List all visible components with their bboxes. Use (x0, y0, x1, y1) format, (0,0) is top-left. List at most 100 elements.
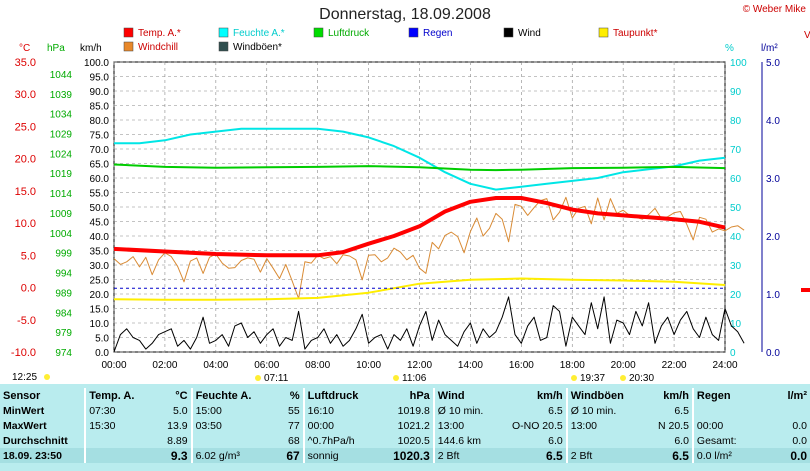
legend-swatch (123, 41, 134, 52)
wind-tick-label: 35.0 (90, 247, 110, 258)
stats-cell: Windböen (565, 388, 639, 403)
stats-cell: 6.0 (548, 434, 563, 447)
x-tick-label: 18:00 (560, 360, 585, 371)
stats-cell: 6.5 (507, 448, 567, 463)
x-tick-label: 22:00 (662, 360, 687, 371)
humidity-axis-unit: % (725, 43, 734, 54)
series-wind (113, 296, 745, 353)
legend-swatch (598, 27, 609, 38)
wind-tick-label: 50.0 (90, 203, 110, 214)
stats-cell: Feuchte A. (190, 388, 260, 403)
sun-time-label: 20:30 (629, 373, 654, 384)
pressure-tick-label: 1039 (50, 90, 73, 101)
series-luftdruck (113, 163, 726, 172)
stats-cell: 13.9 (167, 419, 188, 432)
legend-label: Windchill (138, 42, 178, 53)
rain-tick-label: 1.0 (766, 290, 780, 301)
sun-icon (620, 375, 626, 381)
temp-axis-unit: °C (19, 43, 30, 54)
legend-swatch (218, 27, 229, 38)
stats-cell: 1021.2 (397, 419, 430, 432)
stats-cell: 6.5 (638, 448, 693, 463)
stats-cell: l/m² (787, 389, 807, 402)
temp-tick-label: 0.0 (21, 283, 36, 295)
wind-tick-label: 60.0 (90, 174, 110, 185)
humidity-tick-label: 30 (730, 261, 742, 272)
humidity-tick-label: 90 (730, 87, 742, 98)
stats-cell: 15:00 (190, 403, 260, 418)
wind-tick-label: 40.0 (90, 232, 110, 243)
stats-cell: Gesamt: (691, 433, 767, 448)
x-tick-label: 24:00 (712, 360, 737, 371)
temp-tick-label: 30.0 (15, 89, 36, 101)
wind-tick-label: 100.0 (84, 58, 109, 69)
stats-cell: 144.6 km (432, 433, 508, 448)
stats-cell: 6.5 (548, 404, 563, 417)
temp-tick-label: 10.0 (15, 218, 36, 230)
pressure-tick-label: 979 (55, 328, 72, 339)
wind-tick-label: 15.0 (90, 305, 110, 316)
pressure-tick-label: 1024 (50, 149, 73, 160)
stats-row: Sensor Temp. A. °C Feuchte A.% Luftdruck hPa W… (0, 388, 810, 403)
stats-cell: Sensor (3, 389, 41, 402)
rain-tick-label: 3.0 (766, 174, 780, 185)
stats-cell: Ø 10 min. (565, 403, 639, 418)
credit-link[interactable]: © Weber Mike (742, 4, 806, 15)
pressure-tick-label: 1034 (50, 110, 73, 121)
x-tick-label: 20:00 (611, 360, 636, 371)
stats-cell: 13:00 (432, 418, 508, 433)
stats-cell: 0.0 (766, 448, 810, 463)
stats-cell: 16:10 (302, 403, 374, 418)
stats-cell: Luftdruck (302, 388, 374, 403)
temp-tick-label: 25.0 (15, 121, 36, 133)
stats-cell: 6.02 g/m³ (190, 448, 260, 463)
stats-cell: hPa (409, 389, 430, 402)
pressure-tick-label: 974 (55, 348, 72, 359)
wind-tick-label: 55.0 (90, 189, 110, 200)
series-feuchte-a- (114, 127, 726, 191)
stats-cell: O-NO 20.5 (511, 419, 563, 432)
sun-icon (393, 375, 399, 381)
humidity-tick-label: 80 (730, 116, 742, 127)
stats-cell: MinWert (3, 404, 45, 417)
x-tick-label: 06:00 (254, 360, 279, 371)
legend-swatch (408, 27, 419, 38)
stats-cell: °C (175, 389, 188, 402)
stats-cell: Regen (691, 388, 767, 403)
stats-cell: 1020.3 (373, 448, 434, 463)
rain-tick-label: 4.0 (766, 116, 780, 127)
wind-tick-label: 95.0 (90, 73, 110, 84)
stats-cell: 0.0 (792, 434, 807, 447)
stats-cell: 2 Bft (432, 448, 508, 463)
legend-label: Wind (518, 28, 541, 39)
legend-swatch (218, 41, 229, 52)
stats-cell: 13:00 (565, 418, 639, 433)
stats-cell: 55 (287, 404, 300, 417)
legend-label: Taupunkt* (613, 28, 658, 39)
stats-cell: 9.3 (143, 448, 192, 463)
stats-cell: 6.5 (674, 404, 689, 417)
stats-cell: 2 Bft (565, 448, 639, 463)
stats-cell: 15:30 (84, 418, 144, 433)
humidity-tick-label: 20 (730, 290, 742, 301)
humidity-tick-label: 60 (730, 174, 742, 185)
stats-cell: sonnig (302, 448, 374, 463)
stats-cell: 77 (287, 419, 300, 432)
pressure-axis-unit: hPa (47, 43, 65, 54)
wind-tick-label: 0.0 (95, 348, 109, 359)
x-tick-label: 04:00 (203, 360, 228, 371)
legend-label: Regen (423, 28, 452, 39)
x-tick-label: 16:00 (509, 360, 534, 371)
stats-cell (691, 403, 767, 418)
pressure-tick-label: 999 (55, 249, 72, 260)
stats-cell: 1019.8 (397, 404, 430, 417)
stats-cell: 8.89 (167, 434, 188, 447)
stats-cell (190, 433, 260, 448)
stats-cell (84, 448, 144, 463)
stats-cell (84, 433, 144, 448)
stats-cell: 5.0 (172, 404, 188, 417)
stats-cell: 00:00 (691, 418, 767, 433)
stats-row: 18.09. 23:50 9.3 6.02 g/m³ 67 sonnig 1020.3 2 … (0, 448, 810, 463)
pressure-tick-label: 994 (55, 269, 72, 280)
temp-tick-label: -10.0 (11, 347, 36, 359)
